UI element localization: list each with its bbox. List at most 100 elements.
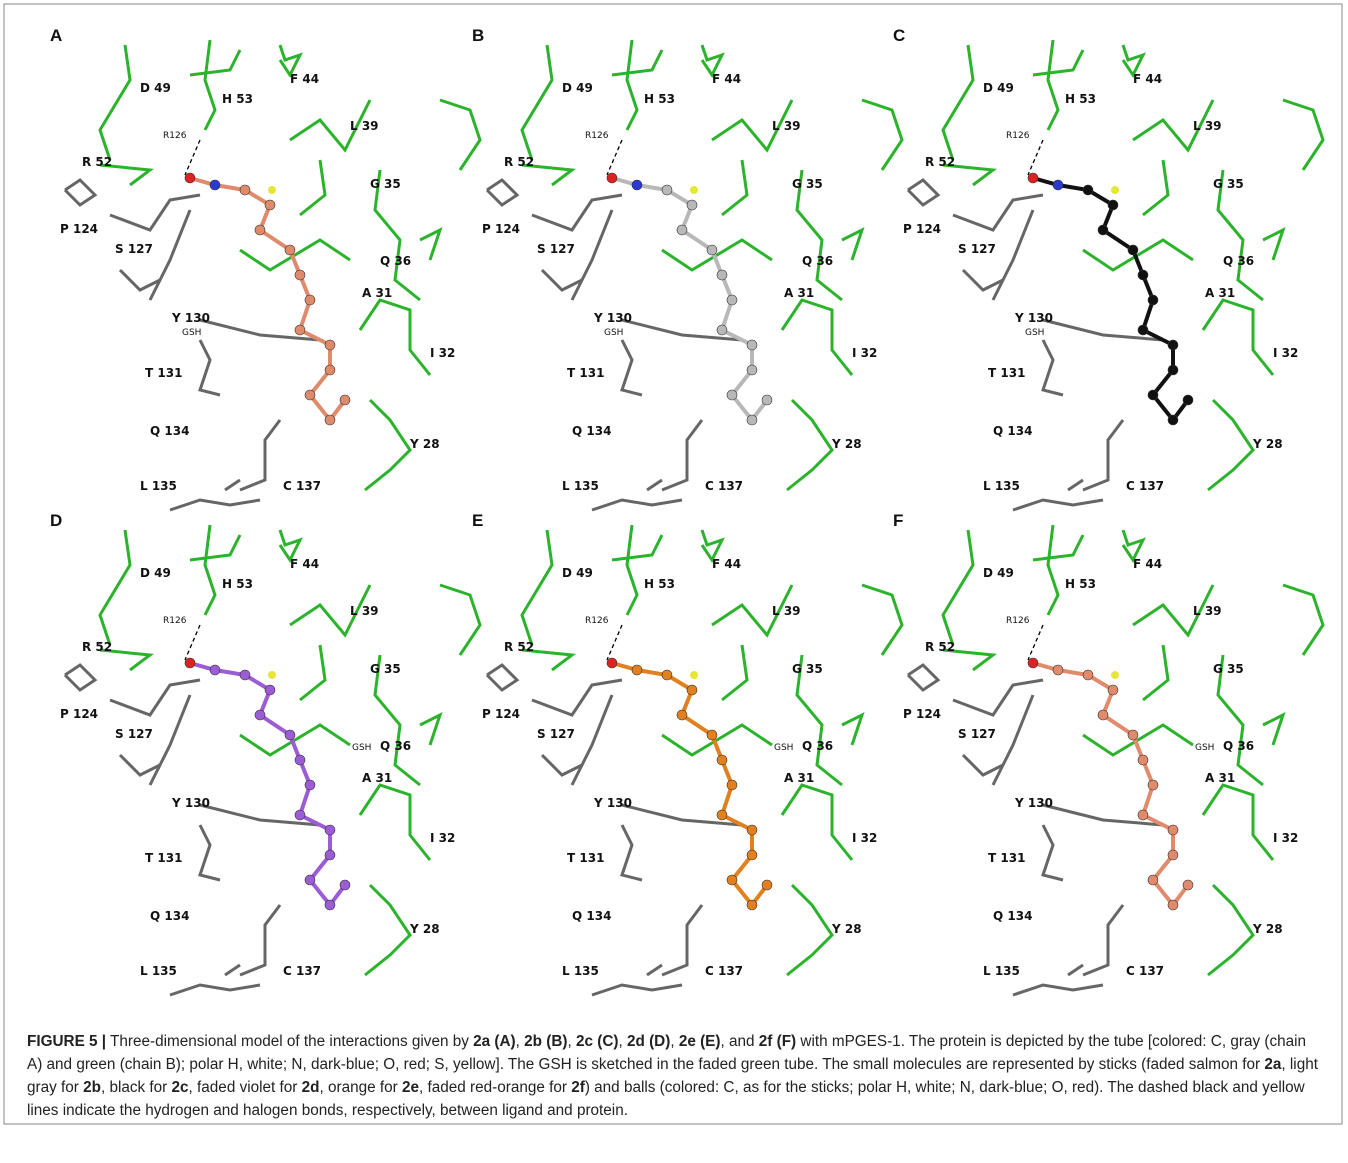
- residue-label: Y 130: [171, 311, 210, 325]
- ligand-atom: [632, 665, 642, 675]
- residue-label: Y 130: [1014, 311, 1053, 325]
- protein-chain-b: [190, 50, 240, 75]
- protein-chain-b: [280, 45, 300, 75]
- ligand-atom: [185, 658, 195, 668]
- residue-label: T 131: [145, 366, 182, 380]
- ligand-atom: [1083, 185, 1093, 195]
- residue-label: Q 134: [150, 909, 189, 923]
- ligand-atom: [1138, 755, 1148, 765]
- ligand-atom: [1098, 710, 1108, 720]
- residue-label: Y 28: [831, 437, 862, 451]
- residue-label: H 53: [222, 92, 253, 106]
- caption-text: , and: [720, 1033, 758, 1050]
- residue-label: P 124: [60, 222, 98, 236]
- residue-label: L 135: [140, 479, 177, 493]
- ligand-atom: [305, 875, 315, 885]
- protein-chain-a: [542, 270, 582, 290]
- protein-chain-a: [592, 985, 682, 995]
- residue-label: T 131: [567, 851, 604, 865]
- protein-chain-a: [1068, 480, 1083, 490]
- residue-label: R 52: [925, 155, 955, 169]
- protein-chain-a: [908, 180, 938, 205]
- residue-label: G 35: [792, 662, 823, 676]
- caption-text: , faded red-orange for: [419, 1079, 571, 1096]
- residue-label: Q 134: [572, 424, 611, 438]
- residue-label: H 53: [644, 577, 675, 591]
- ligand-atom: [1168, 900, 1178, 910]
- ligand-atom: [1183, 880, 1193, 890]
- panel: ED 49H 53F 44L 39R126R 52G 35P 124S 127Q…: [472, 511, 902, 995]
- ligand-atom: [185, 173, 195, 183]
- residue-label: F 44: [712, 557, 741, 571]
- residue-label: L 135: [562, 479, 599, 493]
- protein-chain-a: [908, 665, 938, 690]
- residue-label: P 124: [60, 707, 98, 721]
- protein-chain-a: [225, 965, 240, 975]
- protein-chain-b: [782, 300, 852, 375]
- residue-label: GSH: [1195, 743, 1214, 753]
- ligand-atom: [1108, 685, 1118, 695]
- hydrogen-bond: [1028, 140, 1043, 175]
- ligand-atom: [1108, 200, 1118, 210]
- protein-chain-a: [1043, 825, 1063, 880]
- ligand-atom: [340, 395, 350, 405]
- residue-label: R 52: [504, 640, 534, 654]
- protein-chain-b: [1203, 300, 1273, 375]
- residue-label: A 31: [784, 286, 814, 300]
- protein-chain-b: [1203, 785, 1273, 860]
- protein-chain-a: [240, 420, 280, 490]
- residue-label: G 35: [370, 662, 401, 676]
- protein-chain-a: [532, 680, 622, 715]
- ligand-atom: [747, 340, 757, 350]
- protein-chain-a: [953, 680, 1043, 715]
- ligand-stick: [1033, 178, 1188, 420]
- residue-label: A 31: [362, 771, 392, 785]
- residue-label: C 137: [283, 964, 321, 978]
- ligand-atom: [727, 780, 737, 790]
- protein-chain-b: [522, 45, 552, 160]
- ligand-atom: [285, 245, 295, 255]
- ligand-stick: [612, 178, 767, 420]
- ligand-atom: [210, 180, 220, 190]
- residue-label: Y 28: [831, 922, 862, 936]
- residue-label: P 124: [482, 222, 520, 236]
- caption-text: 2c (C): [576, 1033, 619, 1050]
- protein-chain-a: [622, 340, 642, 395]
- sulfur-atom: [1111, 671, 1119, 679]
- residue-label: G 35: [1213, 662, 1244, 676]
- residue-label: G 35: [370, 177, 401, 191]
- residue-label: R 52: [504, 155, 534, 169]
- ligand-atom: [210, 665, 220, 675]
- protein-chain-a: [647, 965, 662, 975]
- residue-label: L 39: [350, 604, 379, 618]
- ligand-atom: [255, 710, 265, 720]
- residue-label: A 31: [1205, 771, 1235, 785]
- residue-label: Q 36: [380, 739, 411, 753]
- ligand-atom: [295, 755, 305, 765]
- protein-chain-b: [722, 645, 747, 700]
- protein-chain-a: [200, 825, 220, 880]
- residue-label: R126: [585, 616, 609, 626]
- residue-label: T 131: [145, 851, 182, 865]
- panel-letter: D: [50, 511, 62, 530]
- ligand-atom: [1028, 658, 1038, 668]
- residue-label: G 35: [792, 177, 823, 191]
- residue-label: A 31: [362, 286, 392, 300]
- residue-label: S 127: [958, 242, 996, 256]
- residue-label: GSH: [352, 743, 371, 753]
- protein-chain-b: [420, 715, 440, 745]
- protein-chain-a: [1083, 905, 1123, 975]
- residue-label: C 137: [705, 479, 743, 493]
- protein-chain-a: [200, 340, 220, 395]
- protein-chain-a: [622, 825, 642, 880]
- ligand-atom: [687, 200, 697, 210]
- residue-label: Y 28: [409, 437, 440, 451]
- protein-chain-a: [240, 905, 280, 975]
- panel-letter: E: [472, 511, 483, 530]
- caption-text: 2c: [172, 1079, 189, 1096]
- protein-chain-b: [360, 785, 430, 860]
- ligand-atom: [265, 200, 275, 210]
- panel: DD 49H 53F 44L 39R126R 52G 35P 124S 127Q…: [50, 511, 480, 995]
- panel: AD 49H 53F 44L 39R126R 52G 35P 124S 127Q…: [50, 26, 480, 510]
- ligand-atom: [747, 900, 757, 910]
